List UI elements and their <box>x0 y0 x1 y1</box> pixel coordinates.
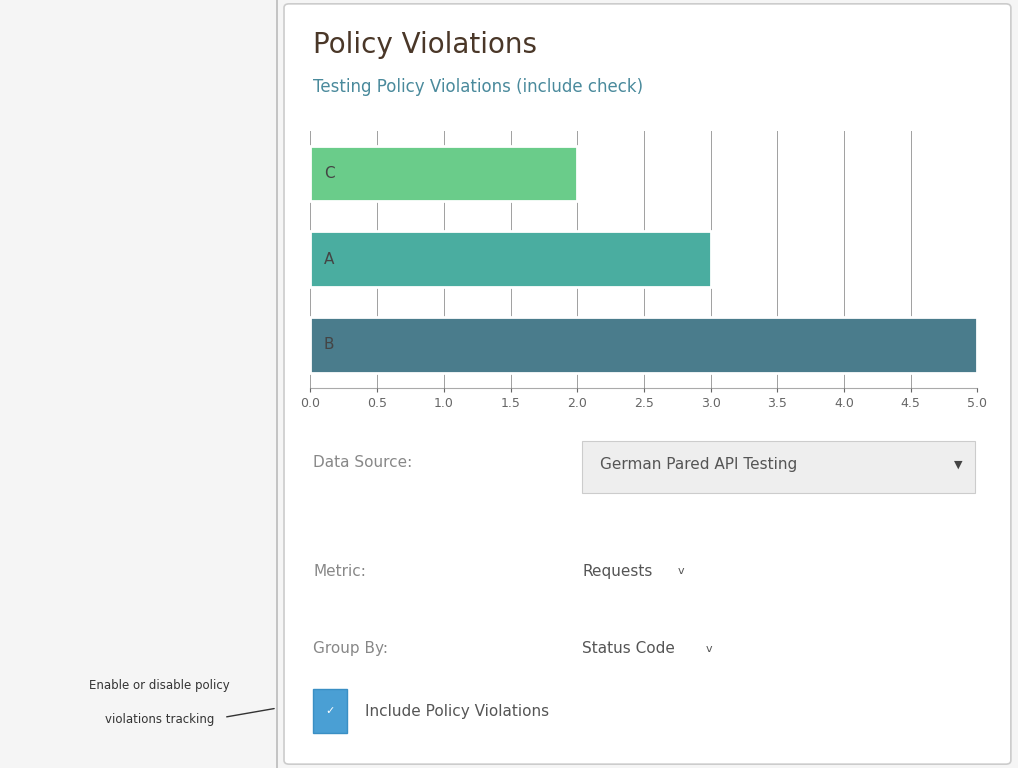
Text: ✓: ✓ <box>326 707 335 717</box>
Text: Requests: Requests <box>582 564 653 578</box>
FancyBboxPatch shape <box>582 441 975 493</box>
Text: A: A <box>324 252 334 266</box>
Text: Metric:: Metric: <box>314 564 366 578</box>
Text: Data Source:: Data Source: <box>314 455 412 471</box>
Text: Policy Violations: Policy Violations <box>314 31 538 59</box>
Text: Enable or disable policy: Enable or disable policy <box>89 680 230 692</box>
Text: German Pared API Testing: German Pared API Testing <box>600 457 797 472</box>
Text: v: v <box>706 644 713 654</box>
Text: C: C <box>324 166 335 181</box>
Bar <box>310 231 711 287</box>
Text: violations tracking: violations tracking <box>105 713 214 726</box>
Text: Include Policy Violations: Include Policy Violations <box>365 703 550 719</box>
Text: v: v <box>678 566 684 576</box>
FancyBboxPatch shape <box>314 690 347 733</box>
Text: Testing Policy Violations (include check): Testing Policy Violations (include check… <box>314 78 643 96</box>
Bar <box>310 317 977 372</box>
Text: B: B <box>324 337 334 353</box>
Text: Group By:: Group By: <box>314 641 389 657</box>
Text: Status Code: Status Code <box>582 641 675 657</box>
Text: ▼: ▼ <box>954 459 962 470</box>
Bar <box>310 146 577 201</box>
